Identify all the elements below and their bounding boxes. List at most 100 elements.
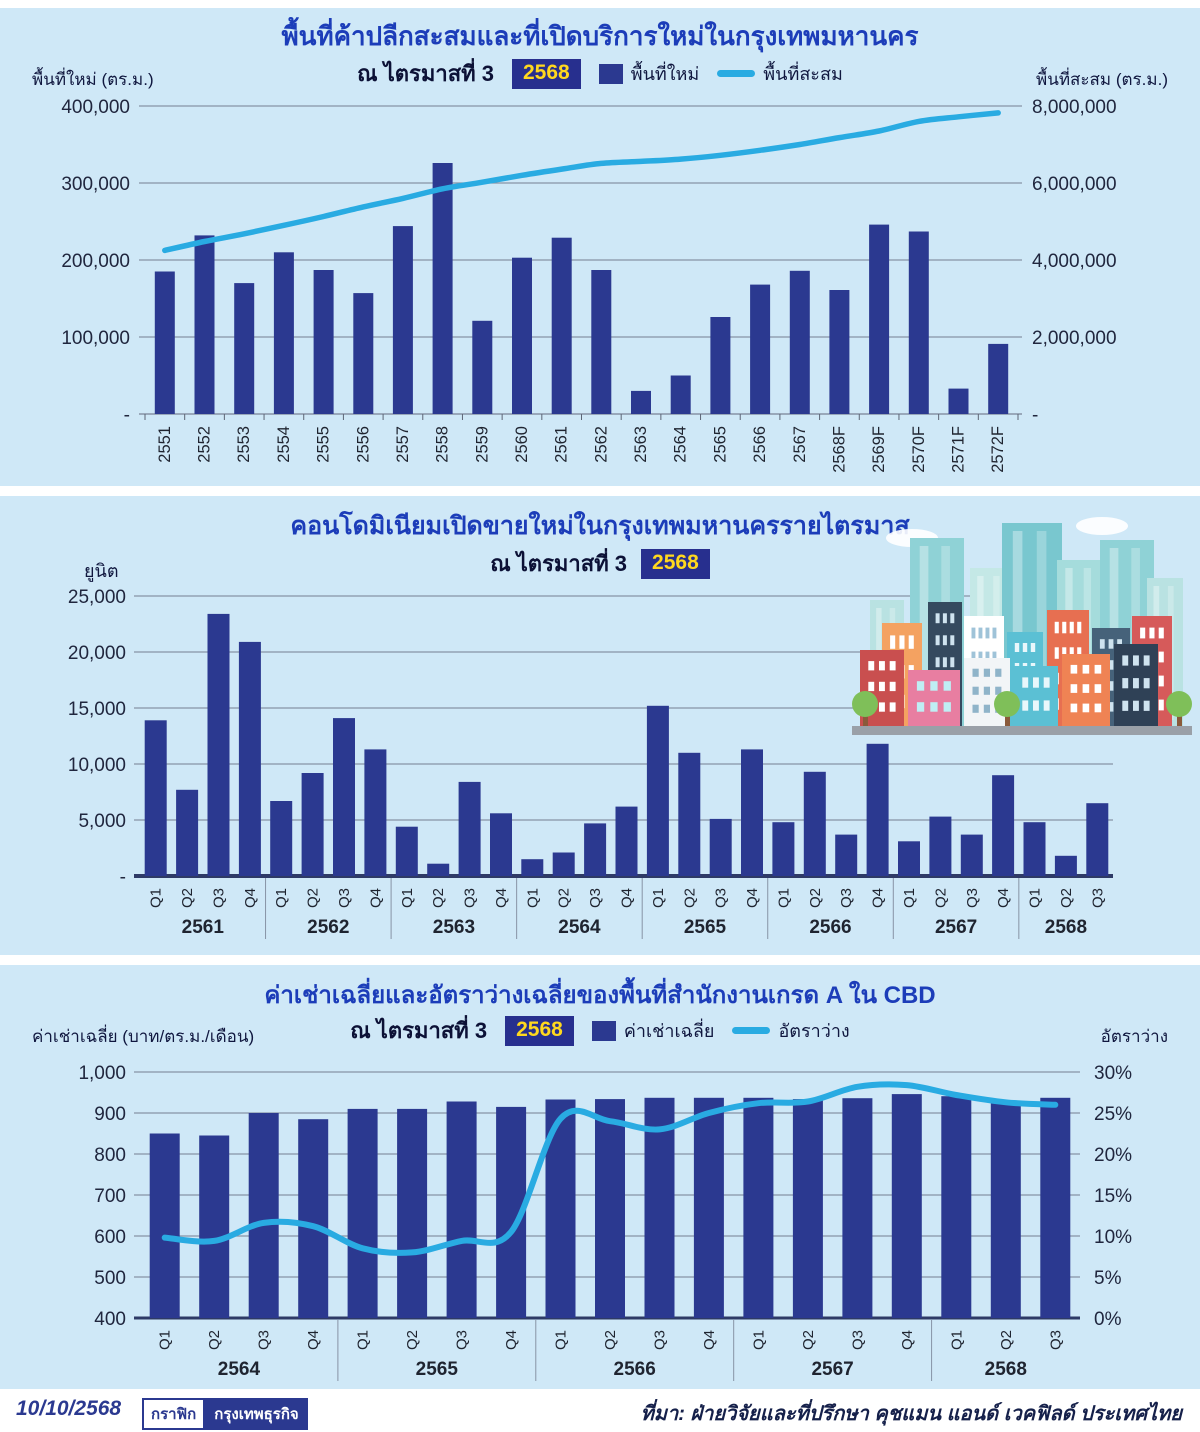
- retail-subtitle-legend: ณ ไตรมาสที่ 3 2568 พื้นที่ใหม่ พื้นที่สะ…: [0, 56, 1200, 91]
- x-tick-quarter: Q2: [556, 888, 573, 908]
- x-tick-quarter: Q2: [932, 888, 949, 908]
- y-tick-right: 30%: [1094, 1063, 1132, 1084]
- bar: [792, 1099, 823, 1318]
- bar: [670, 375, 691, 414]
- retail-chart-plot: 400,000 8,000,000 300,000 6,000,000 200,000 4…: [61, 97, 1116, 473]
- y-tick-right: 0%: [1094, 1309, 1122, 1330]
- window: [930, 702, 938, 712]
- bar: [750, 284, 771, 414]
- publish-date: 10/10/2568: [16, 1397, 122, 1420]
- window: [1143, 655, 1150, 666]
- bar: [941, 1096, 972, 1318]
- window: [1133, 655, 1139, 666]
- bar: [644, 1097, 675, 1318]
- bar: [929, 816, 952, 876]
- x-tick-quarter: Q4: [899, 1330, 916, 1350]
- x-tick: 2552: [196, 426, 214, 463]
- x-tick-quarter: Q4: [701, 1330, 718, 1350]
- bar: [710, 317, 731, 414]
- x-tick-quarter: Q1: [553, 1330, 570, 1350]
- window: [889, 702, 896, 712]
- x-tick-quarter: Q3: [462, 888, 479, 908]
- bar: [898, 841, 920, 876]
- bar: [789, 270, 810, 414]
- x-tick-quarter: Q1: [157, 1330, 174, 1350]
- building-glass: [1012, 531, 1023, 720]
- window: [899, 635, 905, 649]
- tree-trunk: [863, 710, 868, 728]
- x-tick: 2572F: [989, 426, 1007, 473]
- window: [942, 613, 947, 624]
- window: [995, 668, 1002, 677]
- window: [978, 627, 983, 639]
- x-tick: 2568F: [830, 426, 848, 473]
- x-group-year: 2566: [809, 917, 851, 938]
- office-year-badge: 2568: [505, 1015, 574, 1046]
- line-swatch-icon: [717, 70, 756, 77]
- bar: [1054, 855, 1077, 876]
- bar: [908, 231, 929, 414]
- window: [1094, 703, 1102, 713]
- bar: [842, 1098, 873, 1318]
- y-tick-right: 20%: [1094, 1145, 1132, 1166]
- x-tick-quarter: Q2: [800, 1330, 817, 1350]
- line-series: [162, 110, 1001, 254]
- y-tick-left: 900: [94, 1104, 126, 1125]
- window: [1014, 643, 1020, 652]
- x-tick-quarter: Q2: [404, 1330, 421, 1350]
- bar: [364, 749, 387, 876]
- x-tick-quarter: Q3: [849, 1330, 866, 1350]
- line-series: [161, 1081, 1059, 1256]
- window: [935, 657, 940, 668]
- window: [1043, 677, 1050, 688]
- bar: [693, 1097, 724, 1318]
- bar: [988, 343, 1009, 414]
- bar: [948, 388, 969, 414]
- x-group-year: 2567: [935, 917, 977, 938]
- bar: [234, 283, 255, 414]
- window: [950, 635, 955, 646]
- bar: [472, 320, 493, 414]
- office-subtitle-text: ณ ไตรมาสที่ 3: [350, 1018, 488, 1043]
- retail-legend-bar-label: พื้นที่ใหม่: [630, 64, 700, 84]
- tree-icon: [1166, 691, 1192, 717]
- bar: [992, 775, 1015, 876]
- x-tick-quarter: Q1: [948, 1330, 965, 1350]
- office-subtitle-legend: ณ ไตรมาสที่ 3 2568 ค่าเช่าเฉลี่ย อัตราว่…: [0, 1013, 1200, 1048]
- window: [1122, 678, 1129, 689]
- window: [1077, 647, 1082, 659]
- window: [1133, 678, 1139, 689]
- x-tick-quarter: Q3: [211, 888, 228, 908]
- building-front: [1014, 666, 1058, 728]
- y-tick-left: 1,000: [78, 1063, 126, 1084]
- window: [889, 661, 896, 671]
- x-tick-quarter: Q1: [399, 888, 416, 908]
- window: [1054, 621, 1059, 634]
- window: [889, 681, 896, 692]
- bar: [990, 1100, 1021, 1318]
- bar: [1040, 1097, 1071, 1318]
- x-tick-quarter: Q1: [1027, 888, 1044, 908]
- x-tick-quarter: Q3: [454, 1330, 471, 1350]
- bar: [176, 789, 199, 876]
- footer: 10/10/2568 กราฟิก กรุงเทพธุรกิจ ที่มา: ฝ…: [0, 1389, 1200, 1432]
- window: [1158, 675, 1164, 687]
- bar: [772, 822, 795, 876]
- y-tick-left: -: [120, 867, 126, 888]
- window: [1158, 627, 1164, 639]
- window: [916, 681, 925, 691]
- x-tick: 2565: [711, 426, 729, 463]
- window: [1143, 678, 1150, 689]
- retail-legend-line: พื้นที่สะสม: [717, 59, 843, 88]
- x-tick-quarter: Q4: [305, 1330, 322, 1350]
- window: [1069, 647, 1074, 659]
- window: [916, 702, 925, 712]
- x-group-year: 2564: [218, 1359, 261, 1380]
- x-tick-quarter: Q1: [148, 888, 165, 908]
- x-tick: 2553: [235, 426, 253, 463]
- y-tick-left: 400: [94, 1309, 126, 1330]
- bar: [446, 1101, 477, 1318]
- window: [879, 702, 885, 712]
- x-tick: 2559: [473, 426, 491, 463]
- x-tick: 2570F: [910, 426, 928, 473]
